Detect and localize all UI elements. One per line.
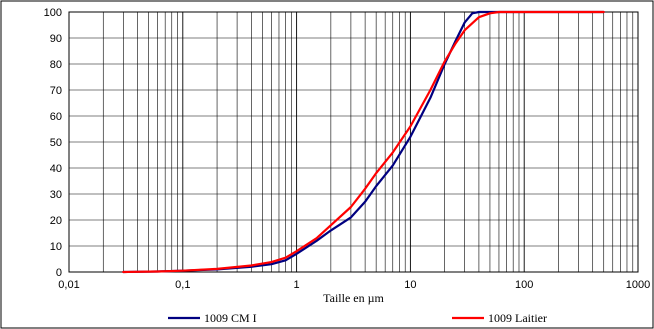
y-tick-label: 0 <box>56 267 62 279</box>
x-tick-label: 0,01 <box>58 279 79 291</box>
x-tick-label: 1 <box>294 279 300 291</box>
series-lines <box>122 10 605 274</box>
x-tick-label: 1000 <box>626 279 650 291</box>
y-tick-label: 70 <box>50 85 62 97</box>
y-tick-label: 60 <box>50 111 62 123</box>
x-axis-title: Taille en µm <box>323 291 384 305</box>
y-tick-label: 100 <box>44 7 62 19</box>
legend: 1009 CM I 1009 Laitier <box>168 311 547 325</box>
grid <box>69 12 638 272</box>
x-tick-label: 0,1 <box>175 279 190 291</box>
legend-label: 1009 CM I <box>204 311 257 325</box>
x-axis-ticks: 0,01 0,1 1 10 100 1000 <box>58 279 650 291</box>
x-tick-label: 10 <box>404 279 416 291</box>
x-tick-label: 100 <box>515 279 533 291</box>
y-tick-label: 90 <box>50 33 62 45</box>
series-line <box>122 10 605 274</box>
plot-area-border <box>68 11 639 273</box>
y-tick-label: 40 <box>50 163 62 175</box>
y-tick-label: 20 <box>50 215 62 227</box>
y-axis-ticks: 0 10 20 30 40 50 60 70 80 90 100 <box>44 7 62 279</box>
y-tick-label: 80 <box>50 59 62 71</box>
y-tick-label: 10 <box>50 241 62 253</box>
series-line <box>122 10 605 274</box>
legend-label: 1009 Laitier <box>488 311 547 325</box>
y-tick-label: 50 <box>50 137 62 149</box>
y-tick-label: 30 <box>50 189 62 201</box>
